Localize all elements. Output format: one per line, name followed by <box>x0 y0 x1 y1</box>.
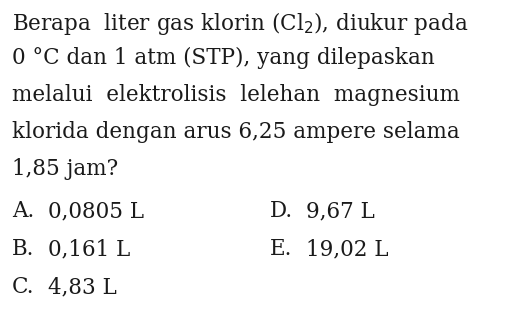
Text: Berapa  liter gas klorin (Cl$_2$), diukur pada: Berapa liter gas klorin (Cl$_2$), diukur… <box>12 10 469 37</box>
Text: E.: E. <box>270 238 292 260</box>
Text: 9,67 L: 9,67 L <box>306 200 375 222</box>
Text: B.: B. <box>12 238 34 260</box>
Text: 1,85 jam?: 1,85 jam? <box>12 158 118 180</box>
Text: 19,02 L: 19,02 L <box>306 238 388 260</box>
Text: 0 °C dan 1 atm (STP), yang dilepaskan: 0 °C dan 1 atm (STP), yang dilepaskan <box>12 47 435 69</box>
Text: 0,0805 L: 0,0805 L <box>48 200 144 222</box>
Text: 0,161 L: 0,161 L <box>48 238 130 260</box>
Text: A.: A. <box>12 200 34 222</box>
Text: 4,83 L: 4,83 L <box>48 276 117 298</box>
Text: melalui  elektrolisis  lelehan  magnesium: melalui elektrolisis lelehan magnesium <box>12 84 460 106</box>
Text: D.: D. <box>270 200 293 222</box>
Text: klorida dengan arus 6,25 ampere selama: klorida dengan arus 6,25 ampere selama <box>12 121 460 143</box>
Text: C.: C. <box>12 276 34 298</box>
